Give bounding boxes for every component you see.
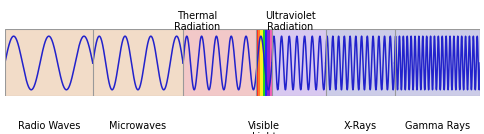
Bar [272, 29, 325, 96]
Text: Gamma Rays: Gamma Rays [404, 121, 469, 131]
Text: Radio Waves: Radio Waves [18, 121, 80, 131]
Bar [255, 29, 257, 96]
Bar [92, 29, 182, 96]
Text: Microwaves: Microwaves [109, 121, 166, 131]
Text: X-Rays: X-Rays [343, 121, 376, 131]
Text: Ultraviolet
Radiation: Ultraviolet Radiation [264, 11, 315, 32]
Text: Visible
Light: Visible Light [247, 121, 279, 134]
Bar [269, 29, 272, 96]
Text: Thermal
Radiation: Thermal Radiation [174, 11, 220, 32]
Bar [267, 29, 269, 96]
Bar [182, 29, 255, 96]
Bar [260, 29, 262, 96]
Bar [257, 29, 260, 96]
Bar [264, 29, 267, 96]
Bar [262, 29, 264, 96]
Bar [5, 29, 92, 96]
Bar [394, 29, 479, 96]
Bar [325, 29, 394, 96]
